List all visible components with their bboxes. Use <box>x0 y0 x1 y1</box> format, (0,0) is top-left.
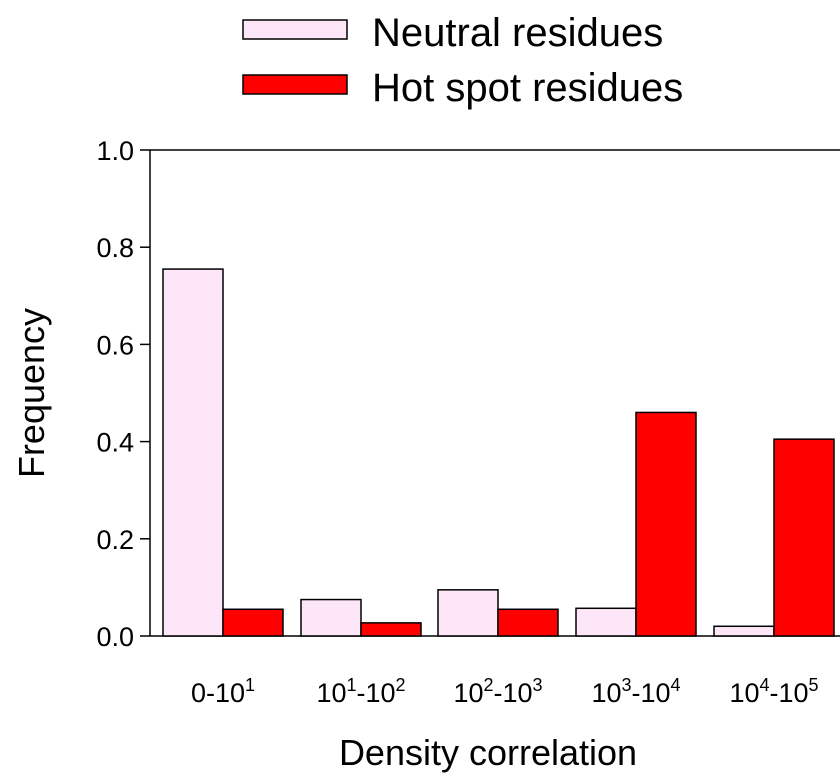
x-tick-labels: 0-101 101-102 102-103 103-104 104-105 <box>191 675 819 708</box>
axes <box>149 149 840 637</box>
y-tick-label: 0.0 <box>96 622 134 652</box>
bar-neutral-1 <box>300 598 362 637</box>
y-tick-label: 0.4 <box>96 428 134 458</box>
bar-neutral-0 <box>162 268 224 637</box>
legend: Neutral residues Hot spot residues <box>242 11 683 110</box>
legend-label-hotspot: Hot spot residues <box>372 66 683 110</box>
legend-label-neutral: Neutral residues <box>372 11 663 55</box>
y-axis-title: Frequency <box>11 308 52 478</box>
y-tick-label: 1.0 <box>96 136 134 166</box>
bar-hotspot-1 <box>360 622 422 637</box>
y-tick-label: 0.8 <box>96 233 134 263</box>
bar-hotspot-2 <box>497 608 559 637</box>
y-ticks: 0.0 0.2 0.4 0.6 0.8 1.0 <box>96 136 150 652</box>
bar-hotspot-0 <box>222 608 284 637</box>
x-tick-label: 104-105 <box>729 675 818 708</box>
legend-swatch-neutral <box>242 19 348 40</box>
bar-neutral-4 <box>713 625 775 637</box>
x-tick-label: 101-102 <box>316 675 405 708</box>
bar-hotspot-4 <box>773 438 835 637</box>
bars <box>162 268 835 637</box>
x-axis-title: Density correlation <box>339 732 637 773</box>
y-tick-label: 0.6 <box>96 330 134 360</box>
x-tick-label: 103-104 <box>591 675 680 708</box>
x-tick-label: 102-103 <box>453 675 542 708</box>
x-tick-label: 0-101 <box>191 675 255 708</box>
bar-hotspot-3 <box>635 411 697 637</box>
y-tick-label: 0.2 <box>96 525 134 555</box>
bar-neutral-2 <box>437 589 499 637</box>
bar-neutral-3 <box>575 607 637 637</box>
legend-swatch-hotspot <box>242 74 348 95</box>
